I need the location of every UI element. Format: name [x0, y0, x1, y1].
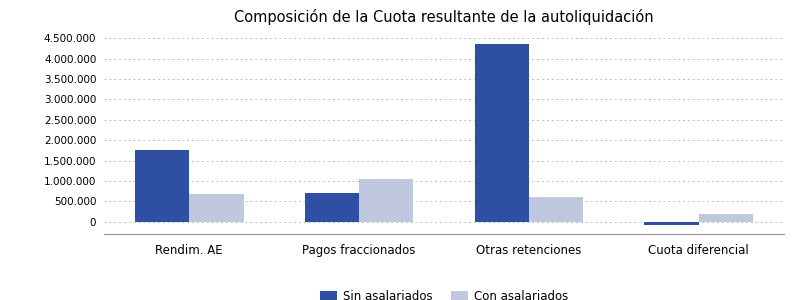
Bar	[135, 150, 190, 222]
Bar	[305, 193, 359, 222]
Bar	[190, 194, 244, 222]
Bar	[698, 214, 753, 222]
Bar	[529, 197, 583, 222]
Bar	[644, 222, 698, 225]
Legend: Sin asalariados, Con asalariados: Sin asalariados, Con asalariados	[315, 285, 573, 300]
Bar	[474, 44, 529, 222]
Title: Composición de la Cuota resultante de la autoliquidación: Composición de la Cuota resultante de la…	[234, 9, 654, 25]
Bar	[359, 179, 414, 222]
